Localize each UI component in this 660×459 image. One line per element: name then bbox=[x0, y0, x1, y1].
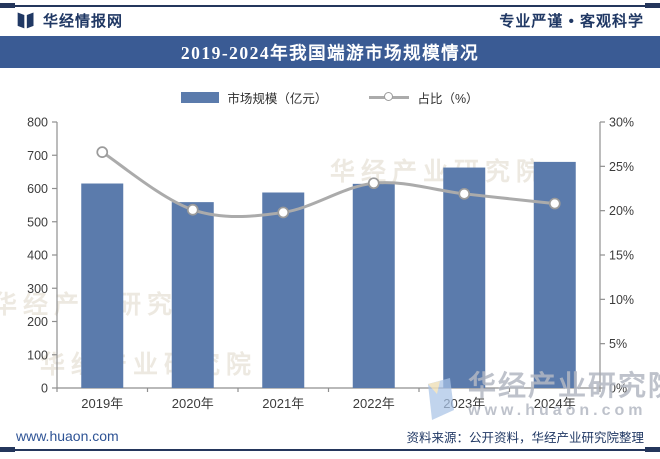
legend-item-share: 占比（%） bbox=[369, 88, 479, 107]
bar-swatch-icon bbox=[181, 91, 220, 103]
data-point-2019年 bbox=[96, 146, 109, 158]
data-point-2023年 bbox=[458, 187, 471, 200]
data-point-2022年 bbox=[367, 177, 380, 190]
legend-line-label: 占比（%） bbox=[417, 91, 479, 106]
legend-item-market-size: 市场规模（亿元） bbox=[181, 88, 327, 107]
left-axis-tick-label: 100 bbox=[27, 348, 48, 362]
right-axis-tick-label: 30% bbox=[609, 116, 634, 130]
footer-source: 资料来源：公开资料，华经产业研究院整理 bbox=[406, 430, 644, 445]
header-tagline: 专业严谨 • 客观科学 bbox=[499, 12, 644, 30]
left-axis-tick-label: 800 bbox=[27, 116, 48, 130]
watermark-text: 华经产业研究院 bbox=[330, 158, 548, 186]
bottom-rule bbox=[0, 449, 660, 451]
bottom-rule-left-cap bbox=[0, 447, 15, 452]
bottom-rule-right-cap bbox=[645, 447, 660, 452]
legend: 市场规模（亿元） 占比（%） bbox=[0, 87, 660, 107]
title-banner: 2019-2024年我国端游市场规模情况 bbox=[0, 36, 660, 68]
brand-name: 华经情报网 bbox=[43, 12, 124, 30]
bar-2020年 bbox=[171, 202, 214, 388]
huajing-logo-icon bbox=[16, 10, 36, 30]
brand: 华经情报网 bbox=[16, 10, 123, 31]
right-axis-tick-label: 0% bbox=[609, 382, 627, 396]
data-point-2020年 bbox=[186, 203, 199, 216]
x-axis-label: 2021年 bbox=[262, 396, 304, 411]
legend-bar-label: 市场规模（亿元） bbox=[227, 91, 328, 106]
header: 华经情报网 专业严谨 • 客观科学 bbox=[0, 7, 660, 33]
right-axis-tick-label: 15% bbox=[609, 249, 634, 263]
left-axis-tick-label: 600 bbox=[27, 182, 48, 196]
top-rule-left-cap bbox=[0, 3, 15, 8]
x-axis-label: 2020年 bbox=[172, 396, 214, 411]
left-axis-tick-label: 700 bbox=[27, 149, 48, 163]
bar-2022年 bbox=[352, 183, 395, 388]
data-point-2021年 bbox=[277, 206, 290, 219]
right-axis-tick-label: 10% bbox=[609, 293, 634, 307]
x-axis-label: 2023年 bbox=[443, 396, 485, 411]
combo-chart: 0 100 200 300 400 500 600 700 800 0% 5% 10% 15% 20% 25… bbox=[27, 116, 634, 412]
watermark-corner: 华经产业研究院 www.huaon.com bbox=[424, 370, 660, 422]
top-rule bbox=[0, 5, 660, 7]
footer-site-link[interactable]: www.huaon.com bbox=[16, 428, 119, 444]
left-axis-tick-label: 300 bbox=[27, 282, 48, 296]
watermark-logo-icon bbox=[424, 376, 458, 422]
left-axis-tick-label: 500 bbox=[27, 215, 48, 229]
data-point-2024年 bbox=[548, 197, 561, 210]
watermark-url: www.huaon.com bbox=[468, 402, 647, 420]
right-axis-tick-label: 25% bbox=[609, 160, 634, 174]
right-axis-tick-label: 20% bbox=[609, 204, 634, 218]
top-rule-right-cap bbox=[645, 3, 660, 8]
right-axis-tick-label: 5% bbox=[609, 337, 627, 351]
bar-2019年 bbox=[81, 183, 124, 388]
left-axis-tick-label: 0 bbox=[41, 382, 48, 396]
x-axis-label: 2024年 bbox=[534, 396, 576, 411]
watermark-title: 华经产业研究院 bbox=[468, 370, 660, 401]
x-axis-label: 2019年 bbox=[81, 396, 123, 411]
chart-area: 华经产业研究院 华经产业研究院 华经产业研究院 0 100 200 300 400 500… bbox=[0, 110, 660, 415]
line-marker-icon bbox=[369, 92, 410, 103]
page-title: 2019-2024年我国端游市场规模情况 bbox=[180, 42, 480, 63]
left-axis-tick-label: 400 bbox=[27, 249, 48, 263]
bar-2024年 bbox=[533, 161, 576, 388]
bar-2023年 bbox=[443, 167, 486, 388]
bar-2021年 bbox=[262, 192, 305, 388]
x-axis-label: 2022年 bbox=[353, 396, 395, 411]
trend-line bbox=[101, 150, 555, 219]
footer: www.huaon.com 资料来源：公开资料，华经产业研究院整理 bbox=[0, 424, 660, 448]
watermark-text: 华经产业研究院 bbox=[40, 351, 258, 379]
left-axis-tick-label: 200 bbox=[27, 315, 48, 329]
